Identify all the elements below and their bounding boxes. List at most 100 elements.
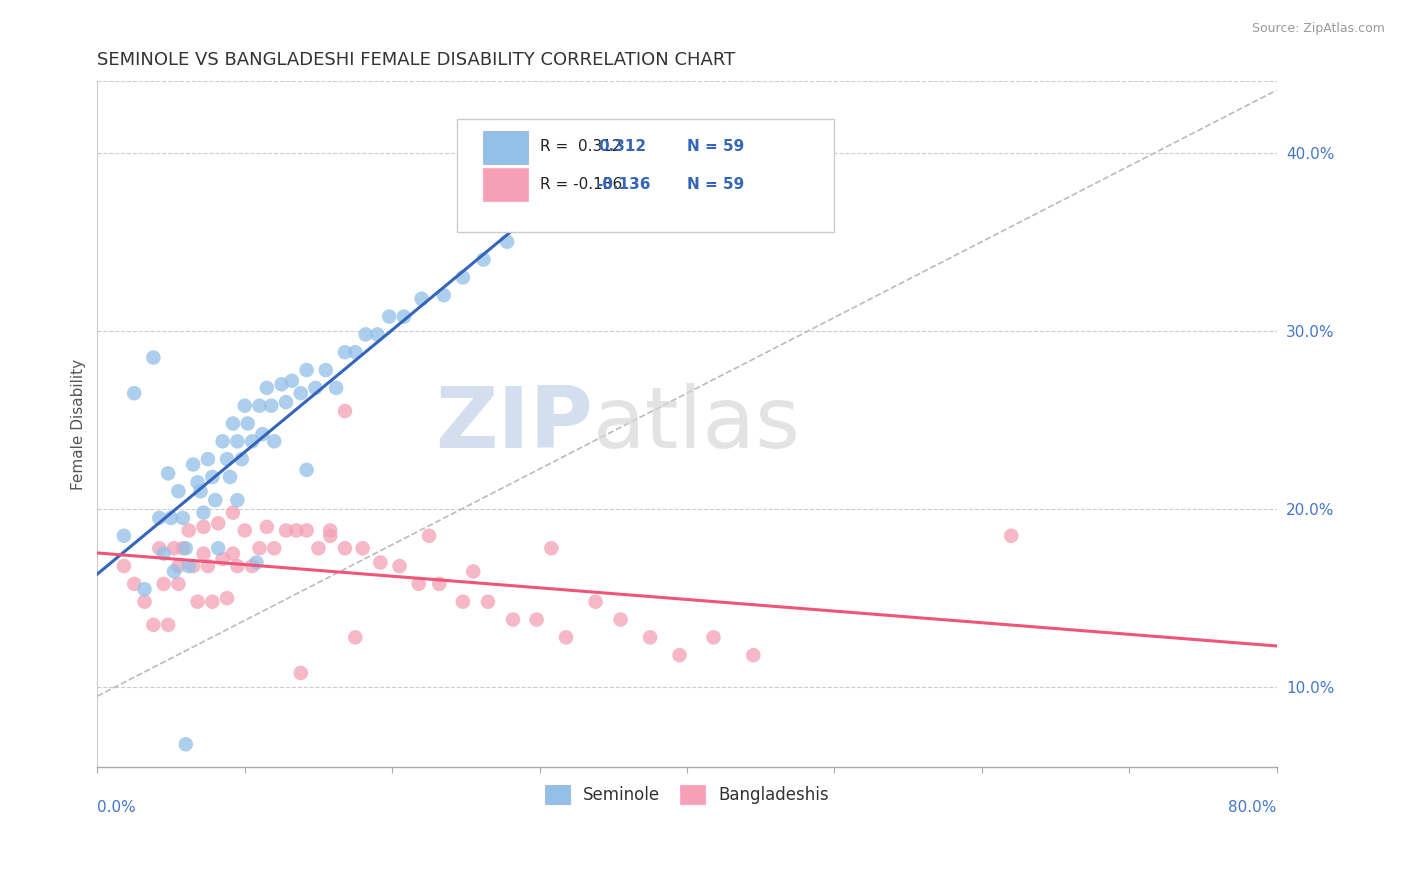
Point — [160, 511, 183, 525]
Point — [190, 484, 212, 499]
Point — [134, 595, 156, 609]
Point — [174, 541, 197, 556]
Point — [609, 613, 631, 627]
Point — [270, 377, 292, 392]
Point — [187, 475, 209, 490]
Point — [392, 310, 415, 324]
Point — [233, 524, 256, 538]
Point — [526, 613, 548, 627]
Point — [427, 577, 450, 591]
Point — [522, 217, 544, 231]
Point — [174, 737, 197, 751]
Bar — [482, 169, 527, 202]
Point — [418, 529, 440, 543]
Point — [496, 235, 519, 249]
Point — [315, 363, 337, 377]
Point — [152, 577, 174, 591]
Point — [249, 541, 271, 556]
Point — [472, 252, 495, 267]
Point — [256, 381, 278, 395]
Point — [226, 559, 249, 574]
Point — [352, 541, 374, 556]
Point — [122, 577, 145, 591]
Point — [408, 577, 430, 591]
Point — [333, 541, 356, 556]
Text: R =  0.312: R = 0.312 — [540, 139, 621, 154]
Point — [134, 582, 156, 597]
Point — [742, 648, 765, 663]
Point — [187, 595, 209, 609]
Point — [211, 434, 233, 449]
Point — [295, 524, 318, 538]
Point — [211, 552, 233, 566]
Point — [307, 541, 329, 556]
Point — [215, 452, 238, 467]
Point — [240, 559, 263, 574]
Point — [585, 595, 607, 609]
Point — [285, 524, 308, 538]
Point — [122, 386, 145, 401]
Point — [325, 381, 347, 395]
Point — [366, 327, 388, 342]
Text: R = -0.136: R = -0.136 — [540, 177, 621, 192]
Point — [319, 529, 342, 543]
Point — [1000, 529, 1022, 543]
Y-axis label: Female Disability: Female Disability — [72, 359, 86, 490]
Point — [142, 351, 165, 365]
Point — [295, 463, 318, 477]
Point — [172, 541, 194, 556]
Point — [319, 524, 342, 538]
Point — [197, 559, 219, 574]
Point — [451, 595, 474, 609]
Point — [207, 516, 229, 531]
Point — [388, 559, 411, 574]
Point — [226, 434, 249, 449]
Point — [207, 541, 229, 556]
Point — [226, 493, 249, 508]
Point — [344, 345, 367, 359]
Point — [222, 506, 245, 520]
Point — [290, 386, 312, 401]
Point — [201, 595, 224, 609]
Point — [333, 345, 356, 359]
Point — [370, 556, 392, 570]
Point — [702, 631, 724, 645]
Point — [201, 470, 224, 484]
Point — [193, 520, 215, 534]
Point — [290, 665, 312, 680]
Point — [167, 577, 190, 591]
Point — [245, 556, 267, 570]
Point — [378, 310, 401, 324]
Point — [333, 404, 356, 418]
Point — [148, 541, 170, 556]
Point — [638, 631, 661, 645]
Point — [181, 559, 204, 574]
Point — [197, 452, 219, 467]
Point — [222, 417, 245, 431]
Point — [193, 547, 215, 561]
Point — [152, 547, 174, 561]
Point — [177, 524, 200, 538]
Point — [157, 467, 180, 481]
Text: 0.312: 0.312 — [599, 139, 647, 154]
FancyBboxPatch shape — [457, 120, 834, 232]
Text: -0.136: -0.136 — [596, 177, 651, 192]
Text: N = 59: N = 59 — [688, 177, 744, 192]
Point — [281, 374, 304, 388]
Point — [167, 484, 190, 499]
Point — [112, 529, 135, 543]
Point — [451, 270, 474, 285]
Text: ZIP: ZIP — [434, 383, 592, 466]
Point — [263, 434, 285, 449]
Point — [252, 427, 274, 442]
Point — [236, 417, 259, 431]
Text: SEMINOLE VS BANGLADESHI FEMALE DISABILITY CORRELATION CHART: SEMINOLE VS BANGLADESHI FEMALE DISABILIT… — [97, 51, 735, 69]
Legend: Seminole, Bangladeshis: Seminole, Bangladeshis — [538, 778, 835, 811]
Point — [263, 541, 285, 556]
Point — [157, 618, 180, 632]
Text: 0.0%: 0.0% — [97, 799, 136, 814]
Point — [172, 511, 194, 525]
Point — [295, 363, 318, 377]
Point — [540, 541, 562, 556]
Point — [215, 591, 238, 606]
